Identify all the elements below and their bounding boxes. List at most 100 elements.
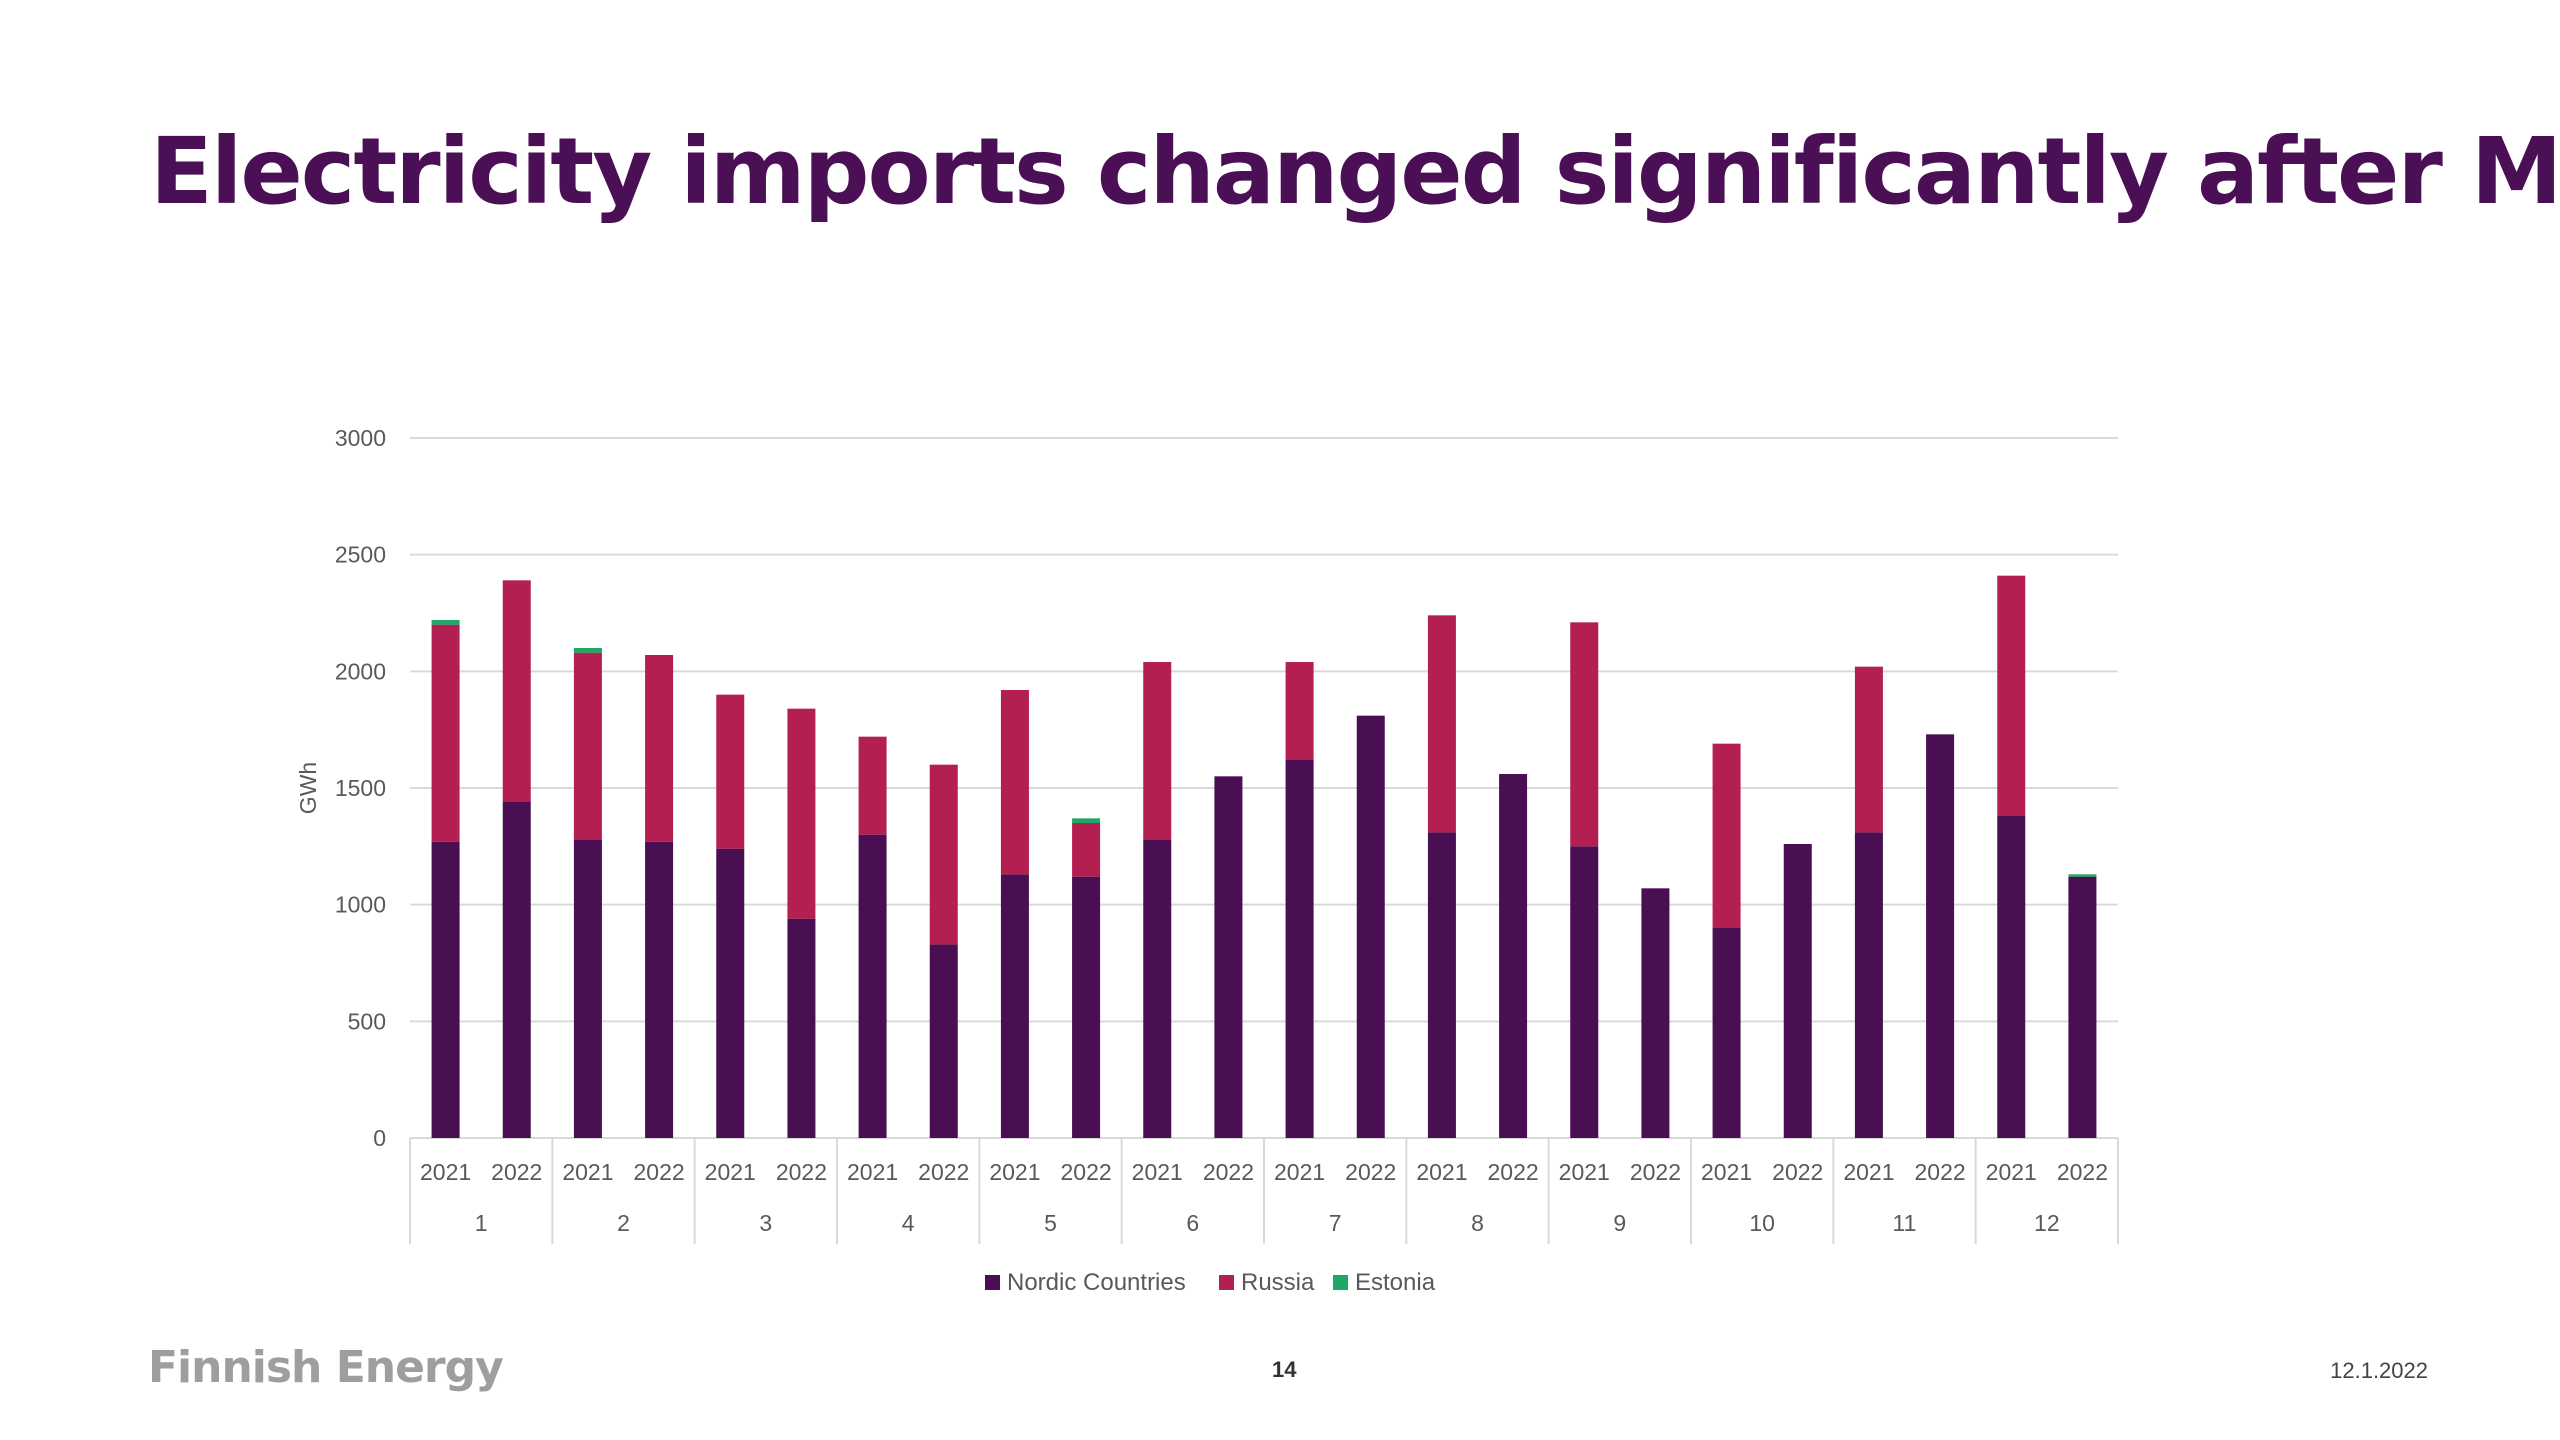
- x-year-label: 2021: [1701, 1159, 1752, 1185]
- x-year-label: 2021: [847, 1159, 898, 1185]
- x-year-label: 2022: [1060, 1159, 1111, 1185]
- x-month-label: 11: [1893, 1210, 1917, 1236]
- legend-label: Estonia: [1355, 1269, 1436, 1296]
- x-month-label: 6: [1186, 1210, 1199, 1236]
- x-year-label: 2022: [1914, 1159, 1965, 1185]
- bar-segment-russia: [716, 694, 745, 849]
- x-month-label: 1: [475, 1210, 488, 1236]
- x-year-label: 2022: [2057, 1159, 2108, 1185]
- y-tick-label: 3000: [335, 425, 386, 451]
- bar-segment-estonia: [431, 620, 460, 625]
- bar-segment-russia: [1854, 666, 1883, 833]
- bar-segment-nordic-countries: [573, 839, 602, 1138]
- bar-segment-nordic-countries: [1499, 774, 1528, 1138]
- x-year-label: 2022: [1203, 1159, 1254, 1185]
- bar-segment-nordic-countries: [1783, 844, 1812, 1138]
- bar-segment-estonia: [573, 648, 602, 653]
- legend-swatch-russia: [1219, 1275, 1234, 1290]
- bar-segment-nordic-countries: [1214, 776, 1243, 1138]
- x-year-label: 2021: [562, 1159, 613, 1185]
- x-year-label: 2021: [705, 1159, 756, 1185]
- slide-date: 12.1.2022: [2330, 1358, 2428, 1383]
- y-tick-label: 2500: [335, 542, 386, 568]
- legend-swatch-nordic-countries: [985, 1275, 1000, 1290]
- x-month-label: 12: [2034, 1210, 2060, 1236]
- x-month-label: 4: [902, 1210, 915, 1236]
- x-month-label: 2: [617, 1210, 630, 1236]
- bar-segment-russia: [502, 580, 531, 802]
- bar-segment-estonia: [2068, 874, 2097, 877]
- page-number: 14: [1272, 1357, 1297, 1382]
- bar-segment-nordic-countries: [787, 918, 816, 1138]
- bar-segment-nordic-countries: [1143, 839, 1172, 1138]
- bar-segment-nordic-countries: [929, 944, 958, 1138]
- bar-segment-russia: [1997, 575, 2026, 816]
- x-year-label: 2021: [1843, 1159, 1894, 1185]
- bar-segment-russia: [1712, 743, 1741, 928]
- legend-label: Russia: [1241, 1269, 1315, 1296]
- x-year-label: 2021: [1274, 1159, 1325, 1185]
- x-year-label: 2021: [989, 1159, 1040, 1185]
- bar-segment-russia: [1285, 662, 1314, 760]
- bar-segment-nordic-countries: [1427, 832, 1456, 1138]
- x-month-label: 9: [1613, 1210, 1626, 1236]
- legend-swatch-estonia: [1333, 1275, 1348, 1290]
- x-year-label: 2022: [1345, 1159, 1396, 1185]
- x-year-label: 2021: [1416, 1159, 1467, 1185]
- x-year-label: 2022: [633, 1159, 684, 1185]
- bar-segment-nordic-countries: [1926, 734, 1955, 1138]
- bar-segment-russia: [1427, 615, 1456, 833]
- x-year-label: 2022: [1772, 1159, 1823, 1185]
- bar-segment-russia: [1570, 622, 1599, 847]
- bar-segment-russia: [645, 655, 674, 842]
- y-tick-label: 500: [348, 1008, 386, 1034]
- bar-segment-russia: [573, 652, 602, 840]
- legend-label: Nordic Countries: [1007, 1269, 1186, 1296]
- bar-segment-nordic-countries: [1285, 760, 1314, 1138]
- finnish-energy-logo: Finnish Energy: [148, 1342, 504, 1393]
- bar-segment-nordic-countries: [1641, 888, 1670, 1138]
- bar-segment-russia: [1143, 662, 1172, 840]
- bar-segment-russia: [431, 624, 460, 842]
- x-month-label: 7: [1329, 1210, 1342, 1236]
- bar-segment-estonia: [1072, 818, 1101, 823]
- bar-segment-russia: [1072, 823, 1101, 877]
- x-month-label: 3: [759, 1210, 772, 1236]
- bar-segment-nordic-countries: [1072, 876, 1101, 1138]
- bar-segment-nordic-countries: [716, 848, 745, 1138]
- x-year-label: 2022: [918, 1159, 969, 1185]
- bar-segment-russia: [787, 708, 816, 919]
- x-month-label: 8: [1471, 1210, 1484, 1236]
- x-month-label: 10: [1749, 1210, 1775, 1236]
- x-year-label: 2022: [776, 1159, 827, 1185]
- bar-segment-russia: [929, 764, 958, 945]
- x-year-label: 2021: [1559, 1159, 1610, 1185]
- bar-segment-nordic-countries: [1997, 816, 2026, 1138]
- y-axis-label: GWh: [295, 762, 321, 814]
- page-title: Electricity imports changed significantl…: [150, 118, 2560, 225]
- bar-segment-nordic-countries: [858, 834, 887, 1138]
- x-month-label: 5: [1044, 1210, 1057, 1236]
- bar-segment-nordic-countries: [1712, 928, 1741, 1138]
- x-year-label: 2022: [1630, 1159, 1681, 1185]
- bar-segment-nordic-countries: [431, 841, 460, 1138]
- y-tick-label: 2000: [335, 658, 386, 684]
- bar-segment-nordic-countries: [1356, 715, 1385, 1138]
- x-year-label: 2021: [1132, 1159, 1183, 1185]
- bar-segment-nordic-countries: [2068, 876, 2097, 1138]
- bar-segment-nordic-countries: [502, 802, 531, 1138]
- y-tick-label: 1000: [335, 892, 386, 918]
- bar-segment-nordic-countries: [1000, 874, 1029, 1138]
- bar-segment-russia: [858, 736, 887, 835]
- y-tick-label: 0: [373, 1125, 386, 1151]
- bar-segment-russia: [1000, 690, 1029, 875]
- x-year-label: 2022: [1487, 1159, 1538, 1185]
- bar-segment-nordic-countries: [1570, 846, 1599, 1138]
- bar-segment-nordic-countries: [645, 841, 674, 1138]
- x-year-label: 2021: [1986, 1159, 2037, 1185]
- x-year-label: 2021: [420, 1159, 471, 1185]
- bar-segment-nordic-countries: [1854, 832, 1883, 1138]
- y-tick-label: 1500: [335, 775, 386, 801]
- x-year-label: 2022: [491, 1159, 542, 1185]
